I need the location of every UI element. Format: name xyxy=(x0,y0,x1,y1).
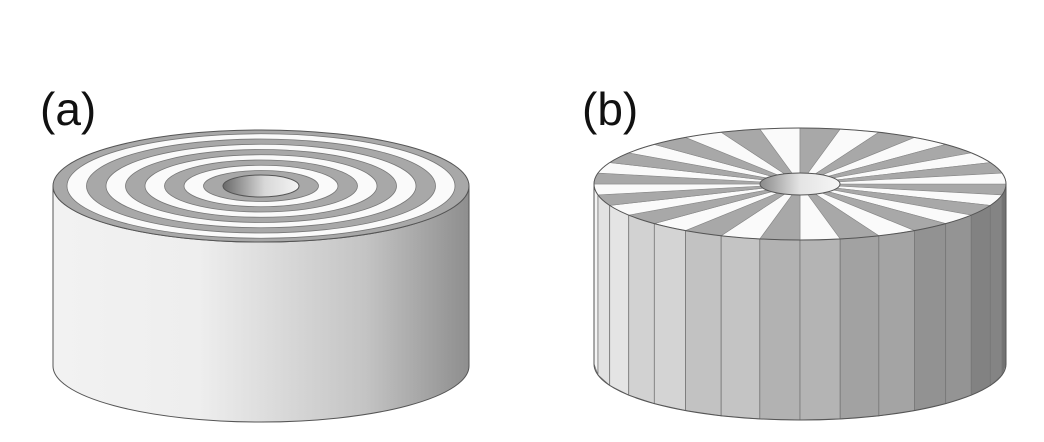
top-outline-b xyxy=(593,127,1007,241)
cylinder-side-b xyxy=(593,183,1007,421)
side-facet xyxy=(1001,183,1007,376)
panel-label-a: (a) xyxy=(40,83,97,135)
cylinder-top-a xyxy=(52,129,470,243)
side-facet xyxy=(597,194,611,387)
center-hole-a xyxy=(222,174,300,198)
side-facet xyxy=(970,204,991,396)
side-facet xyxy=(609,204,630,396)
cylinder-top-b xyxy=(593,127,1007,241)
side-facet xyxy=(628,214,655,405)
side-facet xyxy=(593,183,599,376)
side-facet xyxy=(685,230,722,417)
side-facet xyxy=(653,223,686,412)
panel-label-b: (b) xyxy=(582,83,639,135)
side-facet xyxy=(839,235,880,420)
side-facet xyxy=(720,235,761,420)
side-outline-b xyxy=(593,184,1007,421)
side-facet xyxy=(799,238,841,421)
cylinder-concentric-rings xyxy=(52,129,470,423)
side-facet xyxy=(878,230,915,417)
center-hole-b xyxy=(759,172,841,196)
side-facet xyxy=(759,238,801,421)
cylinder-radial-sectors xyxy=(593,127,1007,421)
side-facet xyxy=(989,194,1003,387)
side-facet xyxy=(914,223,947,412)
side-facet xyxy=(945,214,972,405)
